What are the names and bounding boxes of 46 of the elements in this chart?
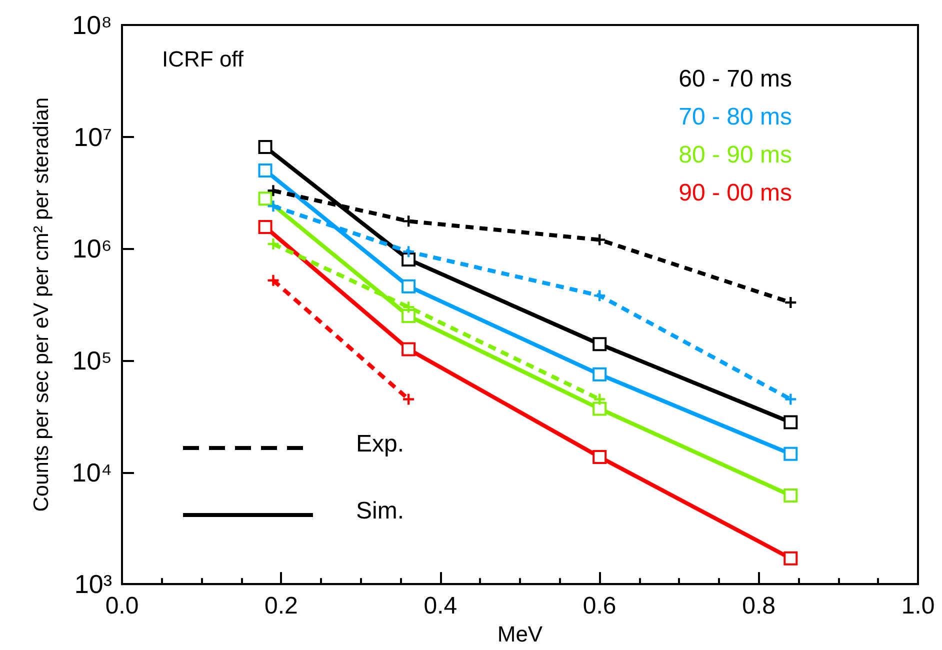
text: 90 - 00 ms [678, 180, 792, 206]
point [402, 279, 416, 294]
point [258, 220, 272, 234]
point [402, 252, 416, 266]
point [784, 488, 798, 502]
point [402, 308, 416, 323]
point [785, 394, 796, 405]
x-tick-label: 0.6 [582, 592, 616, 620]
point [592, 367, 607, 382]
point [785, 296, 796, 308]
y-tick-label: 10⁸ [72, 10, 112, 40]
point [594, 394, 606, 405]
point [268, 185, 279, 196]
point [268, 274, 279, 286]
point [402, 342, 416, 356]
y-tick-label: 10⁴ [72, 457, 112, 488]
x-tick-label: 0.8 [742, 592, 776, 620]
point [268, 238, 279, 250]
y-tick-label: 10⁶ [72, 234, 112, 264]
x-tick-label: 0.2 [264, 592, 298, 620]
point [784, 415, 798, 430]
point [403, 246, 414, 258]
x-axis-title: MeV [497, 622, 543, 646]
text: 60 - 70 ms [678, 66, 792, 92]
text: 70 - 80 ms [678, 104, 792, 130]
text: 80 - 90 ms [678, 142, 792, 168]
point [403, 394, 414, 405]
point [784, 446, 798, 461]
point [594, 290, 606, 302]
point [268, 200, 279, 212]
annotation: ICRF off [162, 46, 244, 72]
y-tick-label: 10⁷ [74, 122, 112, 152]
point [258, 140, 272, 154]
point [592, 337, 607, 352]
point [592, 402, 607, 416]
x-tick-label: 0.4 [424, 592, 458, 620]
point [258, 192, 272, 206]
annotation: Sim. [356, 498, 404, 524]
point [592, 450, 607, 464]
point [258, 163, 272, 178]
point [403, 302, 414, 313]
point [784, 551, 798, 566]
y-axis-title: Counts per sec per eV per cm² per steradian [30, 97, 53, 512]
y-tick-label: 10⁵ [72, 345, 112, 376]
annotation: Exp. [356, 430, 404, 458]
x-tick-label: 1.0 [901, 592, 935, 620]
